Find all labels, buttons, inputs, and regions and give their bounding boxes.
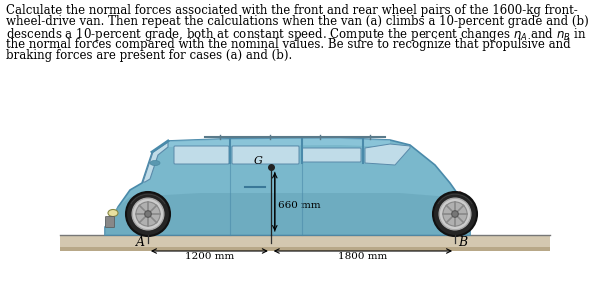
FancyBboxPatch shape [106,216,115,227]
Polygon shape [365,144,410,165]
Text: wheel-drive van. Then repeat the calculations when the van (a) climbs a 10-perce: wheel-drive van. Then repeat the calcula… [6,15,589,28]
Ellipse shape [457,192,463,202]
Text: descends a 10-percent grade, both at constant speed. Compute the percent changes: descends a 10-percent grade, both at con… [6,26,586,44]
Circle shape [136,202,160,226]
Circle shape [439,198,471,230]
Circle shape [132,198,164,230]
Bar [60,247,550,251]
Bar [60,235,550,247]
Polygon shape [143,142,168,182]
Text: 660 mm: 660 mm [278,201,320,210]
Polygon shape [168,138,390,147]
Circle shape [433,192,477,236]
FancyBboxPatch shape [174,146,229,164]
Polygon shape [105,138,470,235]
Polygon shape [105,193,470,235]
Text: braking forces are present for cases (a) and (b).: braking forces are present for cases (a)… [6,49,292,62]
Text: Calculate the normal forces associated with the front and rear wheel pairs of th: Calculate the normal forces associated w… [6,4,578,17]
Circle shape [443,202,467,226]
Text: A: A [136,236,145,249]
Circle shape [451,211,459,217]
FancyBboxPatch shape [302,148,361,162]
Text: 1200 mm: 1200 mm [185,252,234,261]
Text: B: B [458,236,467,249]
Text: G: G [254,157,263,166]
Ellipse shape [108,209,118,216]
Ellipse shape [150,161,160,166]
FancyBboxPatch shape [232,146,299,164]
Circle shape [126,192,170,236]
Text: 1800 mm: 1800 mm [338,252,387,261]
Circle shape [145,211,151,217]
Text: the normal forces compared with the nominal values. Be sure to recognize that pr: the normal forces compared with the nomi… [6,38,571,51]
